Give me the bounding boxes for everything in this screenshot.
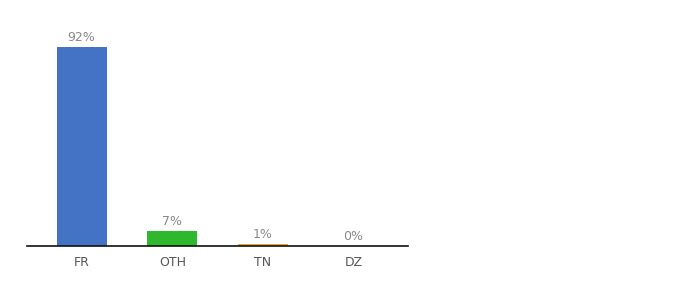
- Text: 92%: 92%: [68, 31, 95, 44]
- Bar: [238, 244, 288, 246]
- Text: 7%: 7%: [163, 214, 182, 228]
- Bar: [56, 47, 107, 246]
- Text: 1%: 1%: [253, 228, 273, 241]
- Bar: [148, 231, 197, 246]
- Text: 0%: 0%: [343, 230, 364, 243]
